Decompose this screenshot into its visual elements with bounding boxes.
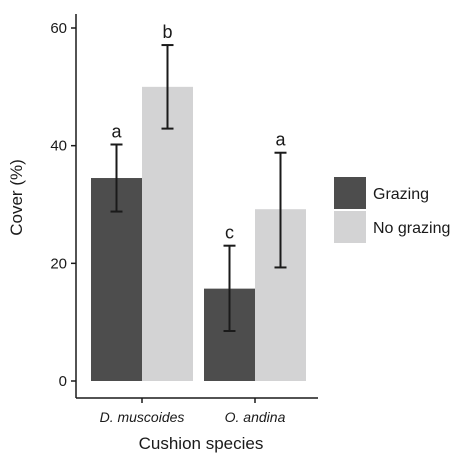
significance-letter: a [111,121,122,141]
y-ticks: 0 20 40 60 [50,20,76,390]
y-tick-label: 0 [59,373,67,390]
x-tick-label: O. andina [225,409,286,425]
x-tick-label: D. muscoides [100,409,185,425]
legend-label: No grazing [373,220,450,237]
y-tick-label: 20 [50,255,67,272]
y-tick-label: 40 [50,138,67,155]
y-axis-title: Cover (%) [7,159,26,236]
significance-letters-layer: a b c a [111,22,286,243]
significance-letter: b [162,22,172,42]
legend-label: Grazing [373,186,429,203]
legend-swatch [334,177,366,209]
significance-letter: a [275,130,286,150]
significance-letter: c [225,223,234,243]
bar [142,86,193,381]
legend-swatch [334,211,366,243]
axes-layer [75,14,318,399]
legend: Grazing No grazing [334,177,450,243]
y-tick-label: 60 [50,20,67,37]
x-axis-title: Cushion species [139,434,264,453]
bars-layer [91,86,306,381]
x-ticks: D. muscoides O. andina [100,398,286,425]
error-bars-layer [110,44,287,332]
